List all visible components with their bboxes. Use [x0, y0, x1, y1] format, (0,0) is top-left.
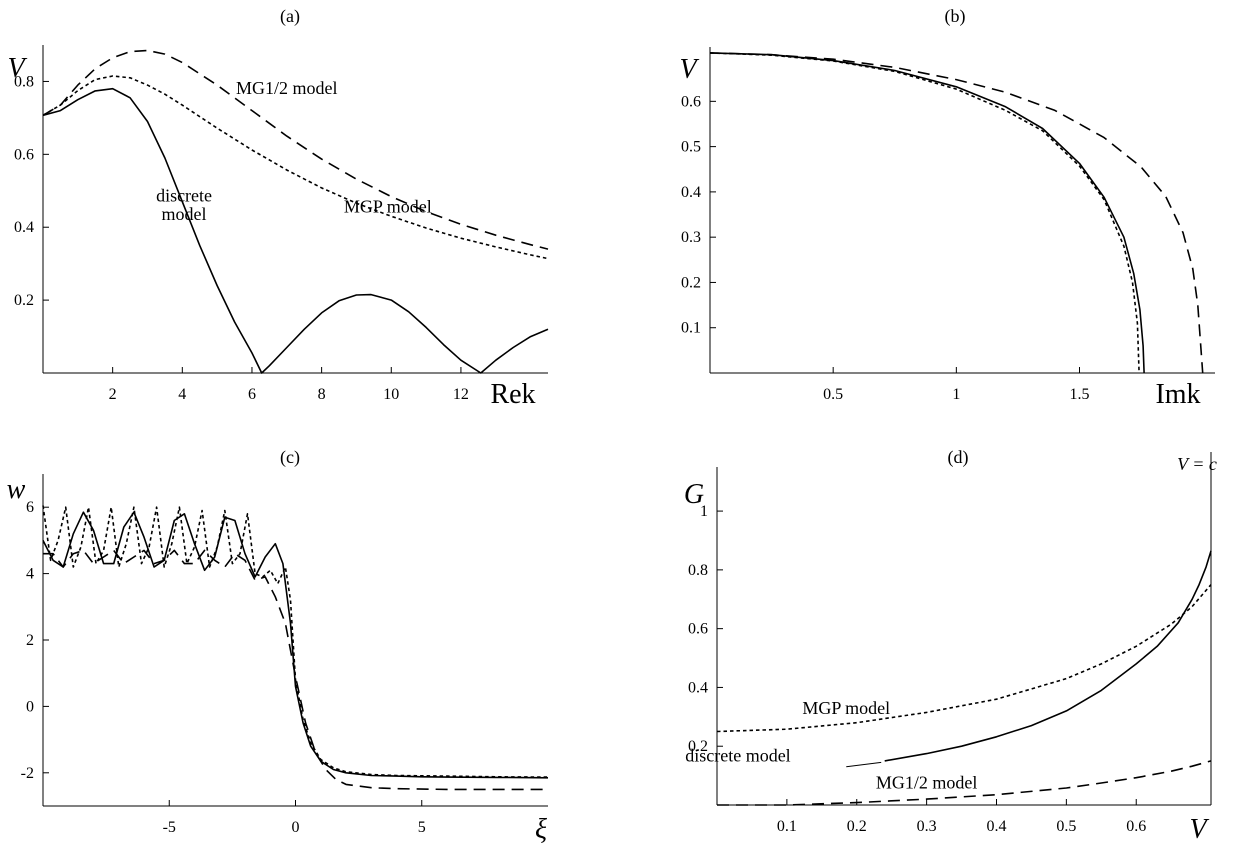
series-discrete-model-line [43, 89, 548, 373]
y-tick-label: 0 [26, 698, 34, 715]
x-tick-label: 0.3 [917, 818, 937, 835]
y-tick-label: 0.6 [681, 93, 701, 110]
annotation-label: MGP model [802, 698, 890, 718]
x-tick-label: 2 [109, 386, 117, 403]
x-axis-label: Rek [490, 379, 535, 410]
panel-label: (a) [280, 6, 300, 27]
y-tick-label: 2 [26, 632, 34, 649]
y-tick-label: 0.1 [681, 320, 701, 337]
panel-label: (c) [280, 447, 300, 468]
y-tick-label: 0.8 [14, 73, 34, 90]
x-tick-label: 8 [318, 386, 326, 403]
y-tick-label: 0.4 [688, 679, 708, 696]
x-tick-label: 0 [292, 819, 300, 836]
y-tick-label: 0.2 [681, 274, 701, 291]
panel-c: (c) ξ w -5 0 5 -2 0 2 4 6 [7, 447, 548, 845]
x-tick-label: 4 [178, 386, 186, 403]
y-tick-label: 0.8 [688, 562, 708, 579]
panel-label: (b) [945, 6, 966, 27]
x-tick-label: 0.1 [777, 818, 797, 835]
y-tick-label: 0.2 [14, 292, 34, 309]
series-mgp-model-line [710, 53, 1139, 373]
y-tick-label: 0.4 [681, 184, 701, 201]
y-axis-label: w [7, 474, 26, 505]
y-tick-label: 0.4 [14, 219, 34, 236]
annotation-label: MG1/2 model [876, 773, 978, 793]
series-mg1-2-model-line [710, 53, 1203, 373]
x-tick-label: 0.5 [823, 386, 843, 403]
x-tick-label: 10 [383, 386, 399, 403]
x-tick-label: 6 [248, 386, 256, 403]
x-tick-label: 5 [418, 819, 426, 836]
series-discrete-model-line [885, 551, 1211, 761]
v-equals-c-label: V = c [1177, 454, 1217, 474]
x-tick-label: 12 [453, 386, 469, 403]
y-tick-label: -2 [21, 765, 34, 782]
y-tick-label: 0.6 [14, 146, 34, 163]
panel-label: (d) [948, 447, 969, 468]
x-tick-label: 1 [952, 386, 960, 403]
y-tick-label: 4 [26, 566, 34, 583]
y-tick-label: 0.6 [688, 621, 708, 638]
annotation-label: MG1/2 model [236, 78, 338, 98]
annotation-label: model [162, 204, 207, 224]
x-tick-label: 1.5 [1070, 386, 1090, 403]
annotation-label: discrete model [685, 746, 790, 766]
x-tick-label: -5 [163, 819, 176, 836]
x-tick-label: 0.6 [1126, 818, 1146, 835]
x-axis-label: V [1189, 814, 1209, 845]
annotation-label: MGP model [344, 197, 432, 217]
y-tick-label: 0.3 [681, 229, 701, 246]
annotation-label: discrete [156, 186, 212, 206]
series-mgp-model-line [717, 585, 1211, 732]
panel-d: (d)VG0.1 0.2 0.3 0.4 0.5 0.60.20.40.60.81V = … [684, 447, 1217, 845]
panel-b: (b) Imk V 0.5 1 1.5 0.1 0.2 0.3 0.4 0.5 0.6 [679, 6, 1215, 410]
discrete-model-pointer [846, 762, 881, 766]
y-tick-label: 6 [26, 499, 34, 516]
series-mg1-2-model-line [43, 550, 548, 789]
y-axis-label: V [679, 54, 699, 85]
x-axis-label: ξ [535, 814, 547, 845]
x-tick-label: 0.2 [847, 818, 867, 835]
x-tick-label: 0.5 [1056, 818, 1076, 835]
series-discrete-model-line [710, 53, 1144, 373]
y-tick-label: 0.5 [681, 139, 701, 156]
y-tick-label: 1 [700, 503, 708, 520]
x-tick-label: 0.4 [986, 818, 1006, 835]
series-discrete-model-line [43, 512, 548, 778]
series-mgp-model-line [43, 76, 548, 259]
x-axis-label: Imk [1155, 379, 1200, 410]
